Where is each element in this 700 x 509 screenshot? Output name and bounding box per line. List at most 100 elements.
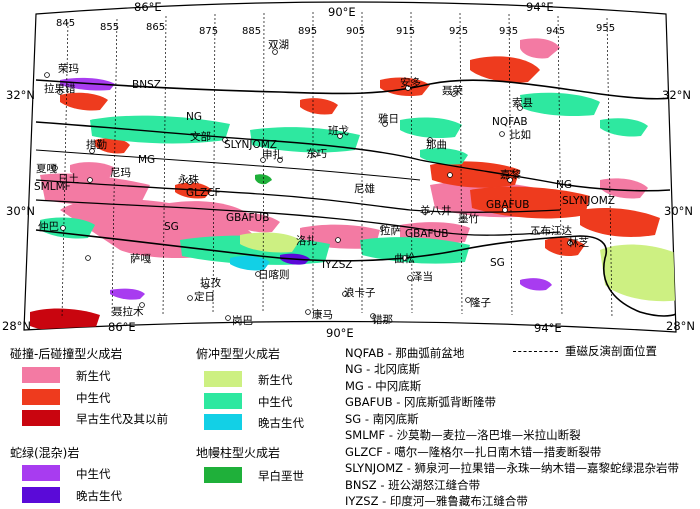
belt-smlmf: SMLMF bbox=[34, 181, 71, 193]
place-label: 洛扎 bbox=[296, 234, 317, 247]
label-ophiolite-mesozoic: 中生代 bbox=[76, 467, 111, 481]
abbr-nqfab: NQFAB - 那曲弧前盆地 bbox=[345, 346, 465, 360]
place-label: 文部 bbox=[190, 130, 211, 143]
label-collision-cenozoic: 新生代 bbox=[76, 369, 111, 383]
slynjomz-line bbox=[35, 121, 671, 192]
place-label: 尼雄 bbox=[354, 182, 375, 195]
profile-945: 945 bbox=[546, 26, 565, 37]
abbr-mg: MG - 中冈底斯 bbox=[345, 379, 422, 393]
lon-bottom-90: 90°E bbox=[326, 326, 354, 340]
belt-sg-east: SG bbox=[490, 257, 505, 269]
place-markers bbox=[44, 49, 573, 321]
fault-lines bbox=[35, 79, 676, 317]
place-label: 比如 bbox=[510, 128, 531, 141]
swatch-subduction-mesozoic bbox=[204, 393, 242, 409]
legend-title-collision: 碰撞-后碰撞型火成岩 bbox=[10, 347, 123, 361]
belt-glzcf: GLZCF bbox=[186, 187, 221, 199]
swatch-collision-mesozoic bbox=[22, 389, 60, 405]
place-label: 夏嘎 bbox=[36, 163, 57, 175]
place-label: 泽当 bbox=[412, 270, 433, 283]
profile-885: 885 bbox=[242, 26, 261, 37]
belt-mg: MG bbox=[138, 154, 155, 166]
lat-right-28: 28°N bbox=[666, 319, 695, 333]
rock-patches-mesozoic-collision bbox=[60, 56, 660, 257]
place-label: 日喀则 bbox=[258, 268, 290, 281]
place-label: 嘉黎 bbox=[500, 168, 521, 181]
belt-sg: SG bbox=[164, 221, 179, 233]
swatch-collision-cenozoic bbox=[22, 367, 60, 383]
swatch-ophiolite-late-paleozoic bbox=[22, 487, 60, 503]
label-subduction-mesozoic: 中生代 bbox=[258, 395, 293, 409]
lon-top-94: 94°E bbox=[526, 0, 554, 14]
lat-right-30: 30°N bbox=[664, 204, 693, 218]
abbr-sg: SG - 南冈底斯 bbox=[345, 412, 419, 426]
lat-left-28: 28°N bbox=[2, 319, 31, 333]
place-label: 拉孜 bbox=[200, 276, 221, 289]
place-label: 仲巴 bbox=[38, 220, 59, 233]
place-label: 安多 bbox=[400, 76, 421, 89]
belt-gbafub: GBAFUB bbox=[226, 212, 269, 224]
swatch-collision-early-paleozoic bbox=[22, 410, 60, 426]
belt-bnsz: BNSZ bbox=[132, 79, 161, 91]
lon-top-86: 86°E bbox=[134, 0, 162, 14]
profile-845: 845 bbox=[56, 18, 75, 29]
place-label: 隆子 bbox=[470, 296, 491, 309]
lat-left-32: 32°N bbox=[6, 88, 35, 102]
place-label: 日土 bbox=[58, 172, 79, 185]
belt-iyzsz: IYZSZ bbox=[322, 259, 353, 271]
coordinate-labels: 86°E 90°E 94°E 86°E 90°E 94°E 32°N 30°N … bbox=[2, 0, 695, 340]
belt-gbafub-mid: GBAFUB bbox=[405, 228, 448, 240]
swatch-subduction-cenozoic bbox=[204, 371, 242, 387]
ng-mg-line bbox=[35, 149, 421, 181]
place-label: 岗巴 bbox=[232, 315, 253, 327]
place-label: 错那 bbox=[372, 313, 393, 326]
place-label: 浪卡子 bbox=[344, 286, 376, 299]
place-label: 班戈 bbox=[328, 124, 349, 137]
place-label: 措勤 bbox=[86, 138, 107, 151]
place-label: 永珠 bbox=[178, 173, 199, 186]
place-label: 申扎 bbox=[262, 148, 283, 161]
belt-labels: BNSZ NG SLYNJOMZ MG SMLMF GLZCF GBAFUB S… bbox=[34, 79, 615, 271]
place-label: 双湖 bbox=[268, 39, 289, 51]
place-label: 康马 bbox=[312, 308, 333, 321]
legend: 碰撞-后碰撞型火成岩 新生代 中生代 早古生代及其以前 蛇绿(混杂)岩 中生代 … bbox=[0, 341, 700, 509]
label-plume-early-cretaceous: 早白垩世 bbox=[258, 469, 304, 483]
place-label: 墨竹 bbox=[458, 212, 479, 225]
lon-bottom-86: 86°E bbox=[108, 320, 136, 334]
iyzsz-line bbox=[35, 229, 676, 317]
place-label: 曲松 bbox=[394, 252, 415, 265]
glzcf-line bbox=[35, 199, 561, 236]
profile-935: 935 bbox=[499, 26, 518, 37]
profile-905: 905 bbox=[346, 26, 365, 37]
profile-lines bbox=[61, 11, 613, 319]
rock-patches-plume bbox=[255, 174, 272, 185]
belt-slynjomz-east: SLYNJOMZ bbox=[562, 195, 615, 207]
profile-line-label: 重磁反演剖面位置 bbox=[565, 344, 657, 358]
place-labels: 双湖 荣玛 拉果错 安多 聂荣 索县 比如 那曲 班戈 雅日 文部 东巧 仲巴 … bbox=[36, 39, 589, 327]
swatch-plume-early-cretaceous bbox=[204, 467, 242, 483]
profile-numbers: 845 855 865 875 885 895 905 915 925 935 … bbox=[56, 18, 615, 37]
legend-title-ophiolite: 蛇绿(混杂)岩 bbox=[10, 446, 80, 460]
abbr-slynjomz: SLYNJOMZ - 狮泉河—拉果错—永珠—纳木错—嘉黎蛇绿混杂岩带 bbox=[345, 461, 680, 475]
belt-ng: NG bbox=[186, 111, 202, 123]
place-label: 萨嘎 bbox=[130, 253, 151, 265]
label-subduction-cenozoic: 新生代 bbox=[258, 373, 293, 387]
place-label: 索县 bbox=[512, 96, 533, 109]
belt-ng-east: NG bbox=[556, 179, 572, 191]
label-collision-early-paleozoic: 早古生代及其以前 bbox=[76, 412, 168, 426]
profile-915: 915 bbox=[396, 26, 415, 37]
legend-title-subduction: 俯冲型型火成岩 bbox=[196, 347, 281, 361]
profile-895: 895 bbox=[298, 26, 317, 37]
profile-875: 875 bbox=[199, 26, 218, 37]
belt-nqfab: NQFAB bbox=[492, 116, 528, 128]
place-label: 东巧 bbox=[306, 147, 327, 160]
swatch-subduction-late-paleozoic bbox=[204, 414, 242, 430]
abbr-smlmf: SMLMF - 沙莫勒—麦拉—洛巴堆—米拉山断裂 bbox=[345, 428, 581, 442]
place-label: 聂拉木 bbox=[112, 305, 144, 318]
rock-patches-late-paleozoic-subduction bbox=[230, 255, 270, 271]
label-collision-mesozoic: 中生代 bbox=[76, 391, 111, 405]
abbr-glzcf: GLZCF - 噶尔—隆格尔—扎日南木错—措麦断裂带 bbox=[345, 445, 602, 459]
place-label: 荣玛 bbox=[58, 63, 79, 75]
abbr-ng: NG - 北冈底斯 bbox=[345, 362, 420, 376]
lon-bottom-94: 94°E bbox=[534, 321, 562, 335]
